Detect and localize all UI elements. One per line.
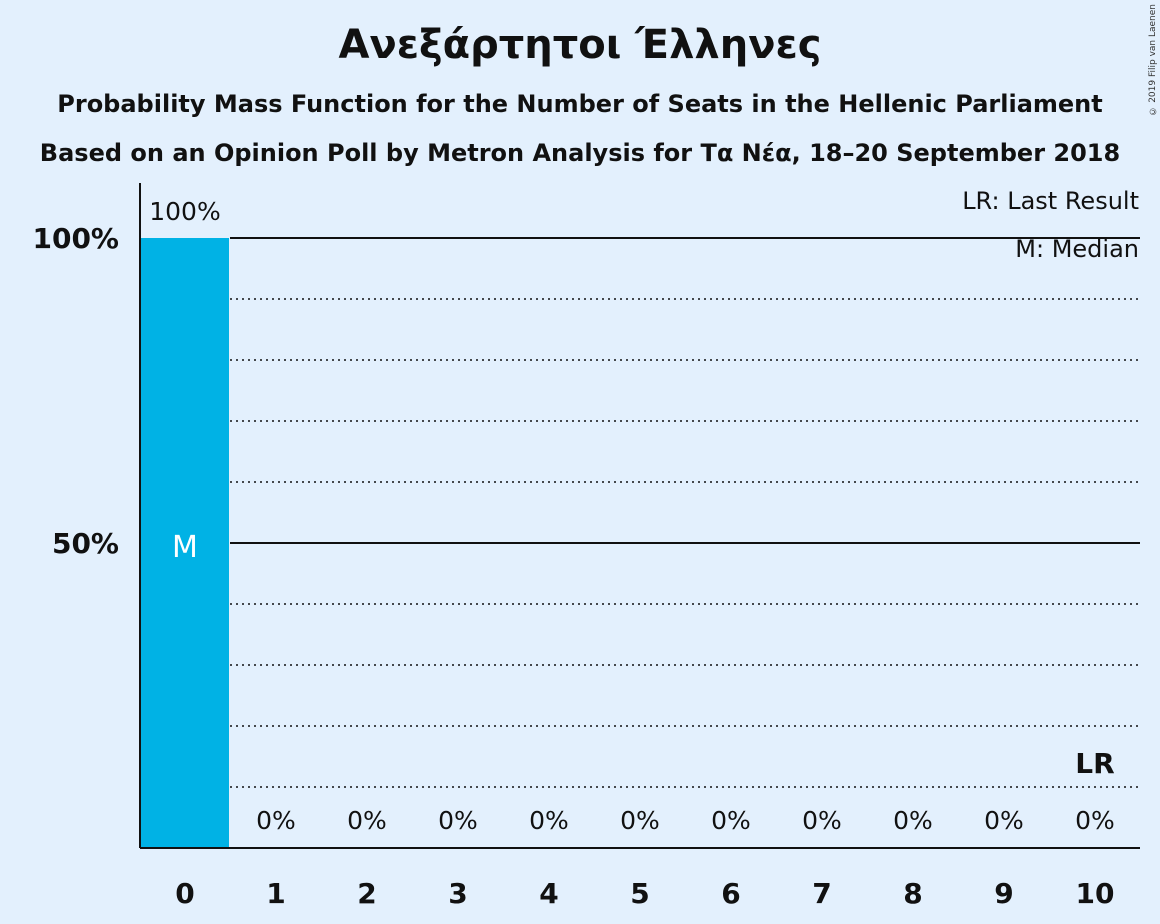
value-label-1: 0% (256, 806, 296, 835)
chart-title: Ανεξάρτητοι Έλληνες (338, 22, 822, 68)
legend-last-result: LR: Last Result (962, 187, 1139, 215)
bar-0 (141, 238, 229, 848)
y-tick-label-50: 50% (52, 527, 119, 560)
chart-subtitle-source: Based on an Opinion Poll by Metron Analy… (39, 139, 1121, 167)
legend-median: M: Median (1015, 235, 1139, 263)
x-tick-label-0: 0 (175, 877, 194, 910)
labels: 50% 100% 0 1 2 3 4 5 6 7 8 9 10 100% 0% 0% 0% 0% 0% 0% 0% 0% 0… (32, 197, 1114, 910)
value-label-3: 0% (438, 806, 478, 835)
value-label-2: 0% (347, 806, 387, 835)
x-tick-label-9: 9 (994, 877, 1013, 910)
x-tick-label-6: 6 (721, 877, 740, 910)
axes (139, 183, 1140, 849)
median-marker: M (172, 530, 198, 565)
gridlines (230, 237, 1140, 788)
x-tick-label-10: 10 (1076, 877, 1115, 910)
value-label-7: 0% (802, 806, 842, 835)
y-tick-label-100: 100% (32, 222, 119, 255)
value-label-0: 100% (149, 197, 220, 226)
x-tick-label-8: 8 (903, 877, 922, 910)
x-tick-label-5: 5 (630, 877, 649, 910)
value-label-4: 0% (529, 806, 569, 835)
bars (141, 238, 229, 848)
x-tick-label-1: 1 (266, 877, 285, 910)
x-tick-label-2: 2 (357, 877, 376, 910)
value-label-9: 0% (984, 806, 1024, 835)
value-label-8: 0% (893, 806, 933, 835)
x-tick-label-4: 4 (539, 877, 558, 910)
x-tick-label-3: 3 (448, 877, 467, 910)
value-label-10: 0% (1075, 806, 1115, 835)
chart-subtitle: Probability Mass Function for the Number… (57, 90, 1103, 118)
value-label-5: 0% (620, 806, 660, 835)
last-result-marker: LR (1075, 747, 1114, 780)
value-label-6: 0% (711, 806, 751, 835)
x-tick-label-7: 7 (812, 877, 831, 910)
